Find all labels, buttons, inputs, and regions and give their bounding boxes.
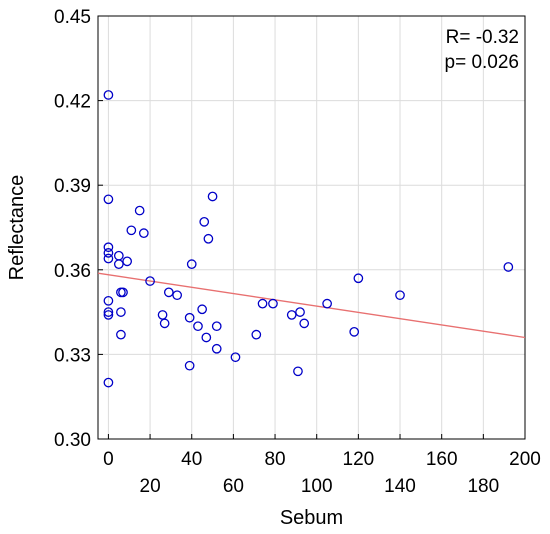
y-tick-label: 0.42 xyxy=(54,92,91,113)
data-point xyxy=(145,276,155,286)
data-point xyxy=(134,205,145,216)
x-tick-label: 0 xyxy=(103,449,114,470)
data-points xyxy=(103,90,514,388)
annotation-r: R= -0.32 xyxy=(446,27,519,48)
data-point xyxy=(503,262,514,272)
data-point xyxy=(126,225,137,236)
x-tick-labels: 0 20 40 60 80 100 120 140 160 180 200 xyxy=(103,449,541,497)
data-point xyxy=(103,90,114,100)
data-point xyxy=(159,318,170,329)
data-point xyxy=(203,233,214,244)
y-tick-labels: 0.30 0.33 0.36 0.39 0.42 0.45 xyxy=(54,7,91,451)
data-point xyxy=(211,343,222,354)
data-point xyxy=(103,253,114,264)
data-point xyxy=(299,318,310,329)
data-point xyxy=(103,310,114,320)
data-point xyxy=(395,290,405,301)
y-tick-label: 0.45 xyxy=(54,7,91,28)
data-point xyxy=(211,321,222,332)
data-point xyxy=(138,228,149,238)
x-tick-label: 200 xyxy=(509,449,541,470)
data-point xyxy=(113,259,124,270)
data-point xyxy=(116,329,126,340)
data-point xyxy=(268,298,278,309)
data-point xyxy=(230,352,241,363)
data-point xyxy=(197,304,207,315)
y-tick-label: 0.30 xyxy=(54,430,91,451)
data-point xyxy=(349,326,360,337)
x-tick-label: 60 xyxy=(223,476,244,497)
data-point xyxy=(103,295,114,306)
data-point xyxy=(353,273,364,284)
x-axis-title: Sebum xyxy=(280,507,343,529)
data-point xyxy=(293,366,303,377)
y-tick-label: 0.36 xyxy=(54,261,91,282)
data-point xyxy=(118,287,128,298)
axis-ticks xyxy=(98,15,526,440)
data-point xyxy=(103,377,114,388)
data-point xyxy=(199,217,210,227)
data-point xyxy=(184,312,195,323)
annotation-p: p= 0.026 xyxy=(445,52,520,73)
data-point xyxy=(103,307,114,317)
x-tick-label: 140 xyxy=(384,476,416,497)
x-tick-label: 160 xyxy=(426,449,458,470)
data-point xyxy=(186,259,197,270)
data-point xyxy=(207,191,218,202)
data-point xyxy=(251,329,262,340)
data-point xyxy=(295,307,305,317)
x-tick-label: 80 xyxy=(264,449,285,470)
x-tick-label: 100 xyxy=(301,476,333,497)
data-point xyxy=(122,256,133,267)
data-point xyxy=(103,248,114,258)
data-point xyxy=(103,194,114,205)
data-point xyxy=(172,290,183,301)
data-point xyxy=(286,310,297,320)
data-point xyxy=(193,321,203,332)
data-point xyxy=(163,287,174,298)
data-point xyxy=(103,242,114,253)
y-tick-label: 0.33 xyxy=(54,345,91,366)
x-tick-label: 20 xyxy=(140,476,161,497)
data-point xyxy=(257,298,268,309)
x-tick-label: 40 xyxy=(181,449,202,470)
data-point xyxy=(322,298,332,309)
data-point xyxy=(201,332,212,343)
plot-area-frame xyxy=(97,15,526,440)
x-tick-label: 120 xyxy=(343,449,375,470)
regression-line xyxy=(97,272,526,339)
data-point xyxy=(116,307,126,317)
x-tick-label: 180 xyxy=(467,476,499,497)
y-tick-label: 0.39 xyxy=(54,176,91,197)
y-axis-title: Reflectance xyxy=(6,175,28,281)
data-point xyxy=(184,360,195,371)
